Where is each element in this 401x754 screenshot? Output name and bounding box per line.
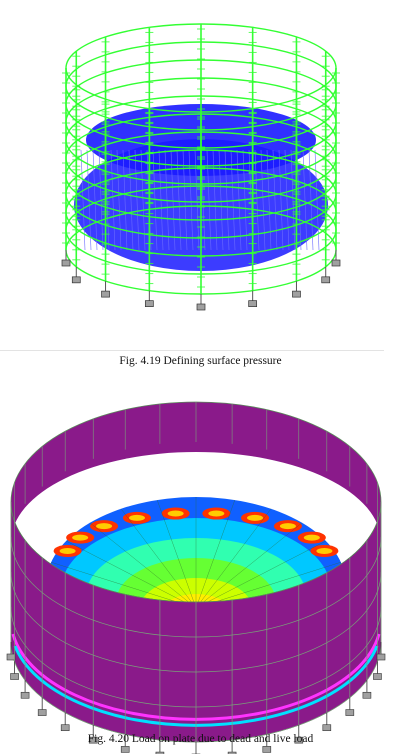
- figure-1-caption: Fig. 4.19 Defining surface pressure: [119, 355, 282, 367]
- floor-grid: [195, 499, 236, 609]
- pressure-arrow: [290, 149, 296, 251]
- pressure-arrow: [176, 149, 182, 251]
- support-node: [362, 691, 372, 699]
- support-node: [6, 653, 16, 661]
- pressure-arrow: [170, 149, 176, 251]
- pressure-arrow: [302, 149, 308, 251]
- hotspot-core: [303, 534, 320, 541]
- pressure-arrow: [110, 149, 116, 251]
- floor-grid: [195, 540, 327, 609]
- support-node: [292, 290, 301, 298]
- support-node: [196, 303, 206, 311]
- pressure-arrow: [80, 149, 86, 251]
- support-node: [88, 736, 98, 744]
- pressure-arrow: [212, 149, 218, 251]
- hotspot-core: [279, 523, 296, 530]
- pressure-arrow: [140, 149, 146, 251]
- hotspot-core: [72, 534, 89, 541]
- floor-grid: [51, 561, 197, 609]
- floor-grid: [65, 540, 197, 609]
- pressure-arrow: [128, 149, 134, 251]
- pressure-arrow: [272, 149, 278, 251]
- support-node: [373, 673, 382, 680]
- figure-2-caption: Fig. 4.20 Load on plate due to dead and …: [87, 733, 314, 745]
- support-node: [120, 746, 130, 753]
- support-node: [248, 300, 258, 308]
- hotspot-core: [128, 514, 145, 521]
- pressure-arrow: [230, 149, 236, 251]
- figure-surface-pressure: [0, 0, 401, 350]
- hotspot-core: [96, 523, 113, 530]
- hotspot-core: [247, 514, 264, 521]
- pressure-arrow: [122, 149, 128, 251]
- pressure-arrow: [206, 149, 212, 251]
- pressure-arrow: [218, 149, 224, 251]
- pressure-arrow: [188, 149, 194, 251]
- support-node: [321, 276, 331, 284]
- support-node: [61, 259, 71, 267]
- support-node: [101, 290, 110, 298]
- inner-wall: [11, 402, 381, 542]
- hotspot-core: [208, 510, 225, 517]
- support-node: [345, 709, 355, 716]
- floor-grid: [156, 499, 197, 609]
- support-node: [20, 691, 30, 699]
- support-node: [262, 746, 272, 753]
- support-node: [71, 276, 81, 284]
- support-node: [155, 751, 165, 754]
- support-node: [227, 751, 237, 754]
- support-node: [331, 259, 341, 267]
- support-node: [144, 300, 154, 308]
- floor-grid: [195, 522, 303, 609]
- pressure-arrow: [116, 149, 122, 251]
- support-node: [60, 724, 70, 732]
- floor-grid: [89, 522, 197, 609]
- hotspot-core: [316, 547, 333, 554]
- pressure-arrow: [278, 149, 284, 251]
- hotspot-core: [59, 547, 76, 554]
- hotspot-core: [167, 510, 184, 517]
- support-node: [37, 709, 47, 716]
- pressure-arrow: [182, 149, 188, 251]
- support-node: [10, 673, 19, 680]
- plate-load-contour-model: [6, 401, 386, 754]
- floor-grid: [120, 508, 197, 609]
- floor-grid: [195, 561, 341, 609]
- support-node: [294, 736, 304, 744]
- support-node: [322, 724, 332, 732]
- pressure-arrow: [224, 149, 230, 251]
- figure-divider: [0, 350, 384, 351]
- pressure-arrow: [284, 149, 290, 251]
- floor-grid: [195, 508, 272, 609]
- support-node: [376, 653, 386, 661]
- surface-pressure-model: [61, 23, 341, 311]
- pressure-arrow: [266, 149, 272, 251]
- figure-plate-load: [0, 380, 401, 754]
